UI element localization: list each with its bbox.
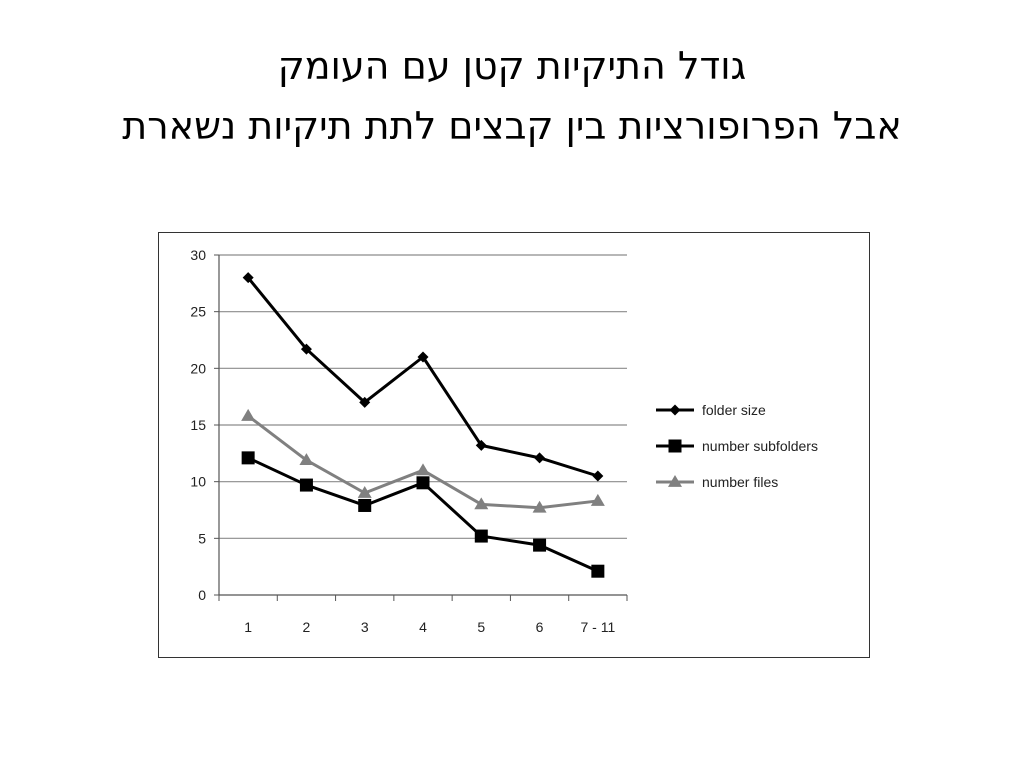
point-number-subfolders-5 <box>474 529 488 543</box>
y-tick-label-25: 25 <box>190 304 206 320</box>
point-number-subfolders-6 <box>533 538 547 552</box>
x-tick-label-2: 2 <box>303 619 311 635</box>
legend-item-number-subfolders: number subfolders <box>656 438 818 454</box>
point-number-files-3 <box>357 486 372 498</box>
legend-label-number-subfolders: number subfolders <box>702 438 818 454</box>
legend-marker-folder-size <box>669 404 681 416</box>
line-chart: 0 5 10 15 20 25 30 1 2 3 4 5 6 7 - 11 folder size numb… <box>190 247 818 635</box>
x-tick-label-5: 5 <box>477 619 485 635</box>
legend-item-number-files: number files <box>656 474 778 490</box>
point-number-files-4 <box>416 463 430 476</box>
series-line-number-files <box>247 414 599 510</box>
x-tick-label-4: 4 <box>419 619 427 635</box>
point-number-files-5 <box>474 497 489 510</box>
axes: 0 5 10 15 20 25 30 1 2 3 4 5 6 7 - 11 <box>190 247 628 635</box>
x-tick-label-7: 7 - 11 <box>580 619 615 635</box>
point-number-subfolders-1 <box>241 451 255 465</box>
x-tick-label-6: 6 <box>536 619 544 635</box>
legend-marker-number-subfolders <box>668 439 682 453</box>
y-tick-label-0: 0 <box>198 587 206 603</box>
gridlines <box>219 254 627 539</box>
point-number-files-1 <box>241 408 256 421</box>
point-number-subfolders-3 <box>358 498 372 512</box>
x-tick-label-3: 3 <box>361 619 369 635</box>
point-folder-size-1 <box>242 272 254 284</box>
slide-title-line-1: גודל התיקיות קטן עם העומק <box>277 44 747 88</box>
point-number-subfolders-7 <box>591 564 605 578</box>
slide-title-line-2: אבל הפרופורציות בין קבצים לתת תיקיות נשא… <box>122 104 902 148</box>
chart-frame: 0 5 10 15 20 25 30 1 2 3 4 5 6 7 - 11 folder size numb… <box>158 232 870 658</box>
y-tick-label-5: 5 <box>198 530 206 546</box>
point-number-files-2 <box>299 453 314 466</box>
point-folder-size-5 <box>475 439 487 451</box>
legend-item-folder-size: folder size <box>656 402 766 418</box>
legend-label-number-files: number files <box>702 474 778 490</box>
legend: folder size number subfolders number files <box>656 402 818 490</box>
series-line-folder-size <box>246 276 599 478</box>
point-folder-size-6 <box>534 452 546 464</box>
slide-title: גודל התיקיות קטן עם העומק אבל הפרופורציו… <box>0 36 1024 156</box>
series-number-subfolders <box>241 451 605 578</box>
point-folder-size-3 <box>359 396 371 408</box>
series-number-files <box>241 408 605 513</box>
series <box>241 272 605 578</box>
y-tick-label-10: 10 <box>190 474 206 490</box>
y-tick-label-15: 15 <box>190 417 206 433</box>
x-tick-label-1: 1 <box>244 619 252 635</box>
point-number-subfolders-4 <box>416 476 430 490</box>
point-folder-size-2 <box>300 343 312 355</box>
legend-label-folder-size: folder size <box>702 402 766 418</box>
point-number-files-6 <box>532 500 547 513</box>
legend-marker-number-files <box>668 475 682 487</box>
point-number-subfolders-2 <box>299 478 313 492</box>
point-number-files-7 <box>590 493 605 506</box>
point-folder-size-7 <box>592 470 604 482</box>
series-folder-size <box>242 272 604 482</box>
y-tick-label-30: 30 <box>190 247 206 263</box>
y-tick-label-20: 20 <box>190 360 206 376</box>
point-folder-size-4 <box>417 351 429 363</box>
